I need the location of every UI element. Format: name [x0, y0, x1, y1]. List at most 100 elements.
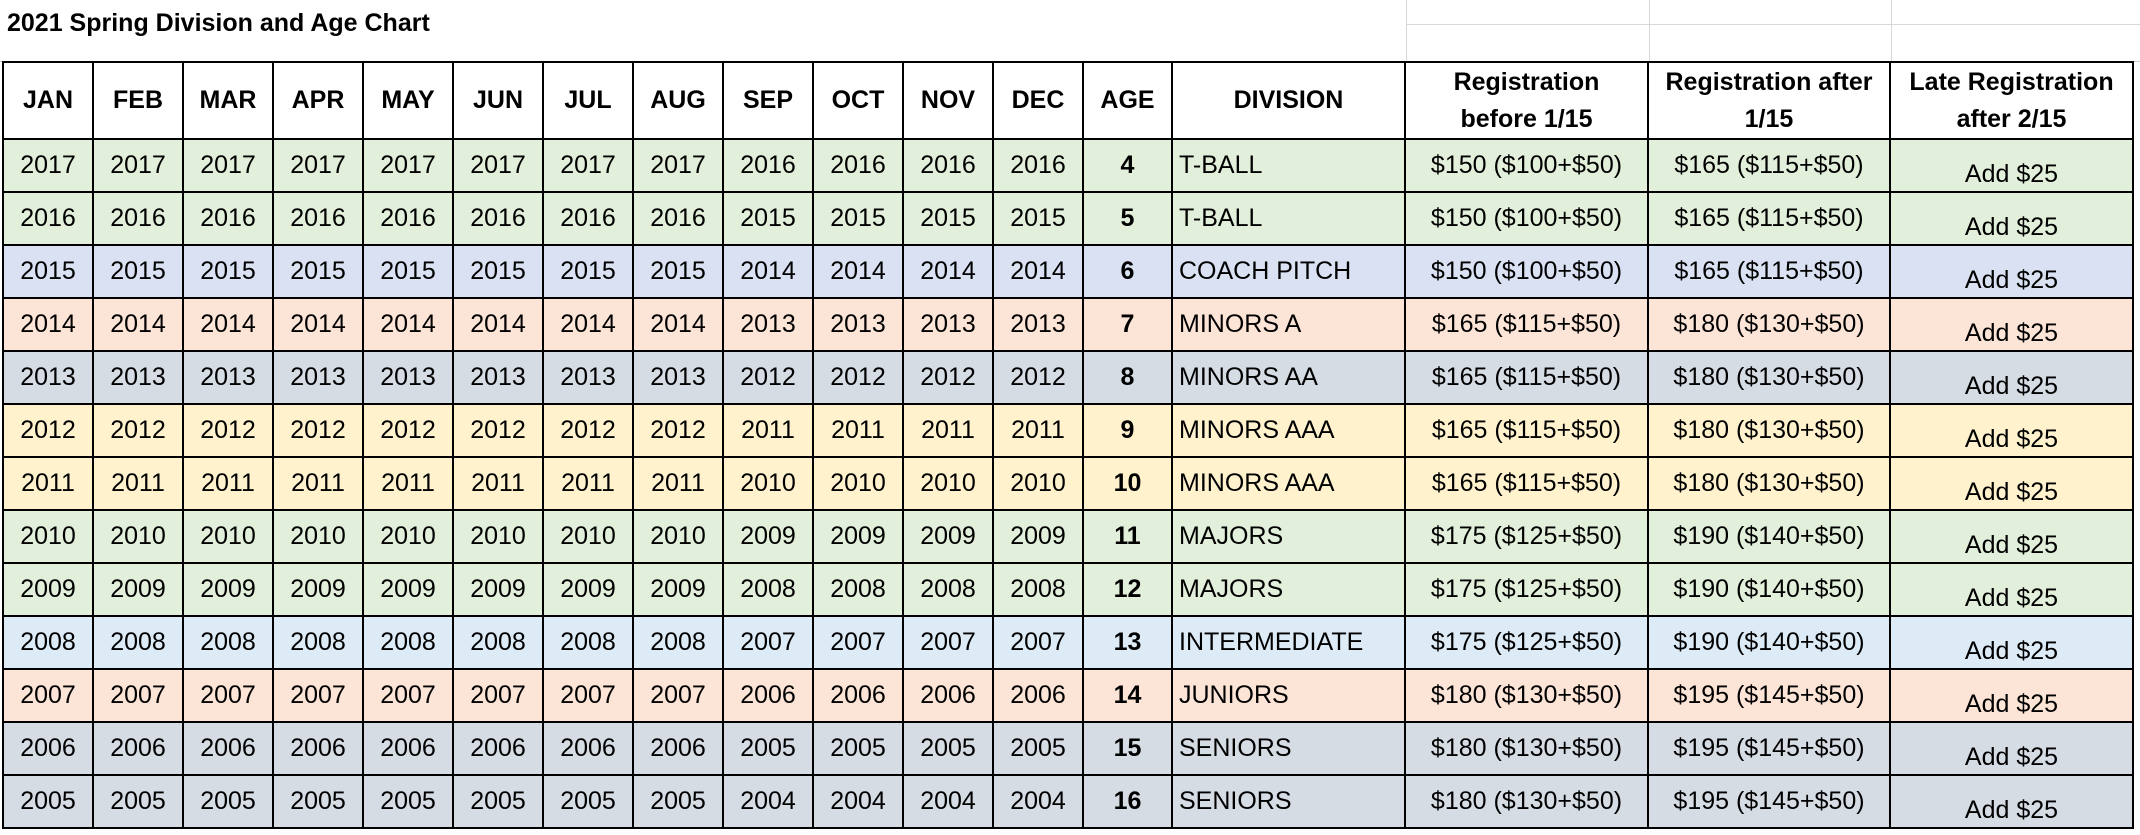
cell-oct-year[interactable]: 2014	[812, 244, 904, 299]
cell-nov-year[interactable]: 2007	[902, 615, 994, 670]
cell-jun-year[interactable]: 2008	[452, 615, 544, 670]
cell-age[interactable]: 10	[1082, 456, 1173, 511]
cell-feb-year[interactable]: 2010	[92, 509, 184, 564]
cell-feb-year[interactable]: 2014	[92, 297, 184, 352]
cell-jul-year[interactable]: 2005	[542, 774, 634, 829]
cell-sep-year[interactable]: 2012	[722, 350, 814, 405]
cell-mar-year[interactable]: 2011	[182, 456, 274, 511]
cell-jun-year[interactable]: 2011	[452, 456, 544, 511]
cell-apr-year[interactable]: 2014	[272, 297, 364, 352]
cell-jan-year[interactable]: 2008	[2, 615, 94, 670]
cell-apr-year[interactable]: 2016	[272, 191, 364, 246]
cell-division[interactable]: COACH PITCH	[1171, 244, 1406, 299]
cell-aug-year[interactable]: 2017	[632, 138, 724, 193]
cell-division[interactable]: MINORS AAA	[1171, 403, 1406, 458]
header-late-registration[interactable]: Late Registration after 2/15	[1889, 61, 2134, 140]
cell-mar-year[interactable]: 2013	[182, 350, 274, 405]
cell-oct-year[interactable]: 2015	[812, 191, 904, 246]
cell-feb-year[interactable]: 2005	[92, 774, 184, 829]
cell-jul-year[interactable]: 2007	[542, 668, 634, 723]
cell-jun-year[interactable]: 2015	[452, 244, 544, 299]
cell-division[interactable]: T-BALL	[1171, 138, 1406, 193]
cell-feb-year[interactable]: 2017	[92, 138, 184, 193]
cell-registration-after[interactable]: $180 ($130+$50)	[1647, 456, 1891, 511]
header-registration-before[interactable]: Registration before 1/15	[1404, 61, 1649, 140]
cell-dec-year[interactable]: 2005	[992, 721, 1084, 776]
cell-jan-year[interactable]: 2009	[2, 562, 94, 617]
cell-dec-year[interactable]: 2011	[992, 403, 1084, 458]
cell-may-year[interactable]: 2010	[362, 509, 454, 564]
cell-registration-before[interactable]: $180 ($130+$50)	[1404, 668, 1649, 723]
cell-registration-after[interactable]: $180 ($130+$50)	[1647, 403, 1891, 458]
cell-late-registration[interactable]: Add $25	[1889, 774, 2134, 829]
cell-apr-year[interactable]: 2010	[272, 509, 364, 564]
cell-jun-year[interactable]: 2016	[452, 191, 544, 246]
cell-late-registration[interactable]: Add $25	[1889, 191, 2134, 246]
cell-jul-year[interactable]: 2008	[542, 615, 634, 670]
cell-mar-year[interactable]: 2006	[182, 721, 274, 776]
cell-aug-year[interactable]: 2012	[632, 403, 724, 458]
cell-registration-before[interactable]: $165 ($115+$50)	[1404, 297, 1649, 352]
cell-oct-year[interactable]: 2007	[812, 615, 904, 670]
cell-age[interactable]: 9	[1082, 403, 1173, 458]
cell-registration-before[interactable]: $165 ($115+$50)	[1404, 456, 1649, 511]
cell-registration-after[interactable]: $190 ($140+$50)	[1647, 615, 1891, 670]
cell-registration-after[interactable]: $195 ($145+$50)	[1647, 774, 1891, 829]
cell-registration-after[interactable]: $165 ($115+$50)	[1647, 138, 1891, 193]
cell-late-registration[interactable]: Add $25	[1889, 456, 2134, 511]
cell-apr-year[interactable]: 2015	[272, 244, 364, 299]
cell-jun-year[interactable]: 2012	[452, 403, 544, 458]
cell-may-year[interactable]: 2012	[362, 403, 454, 458]
cell-mar-year[interactable]: 2016	[182, 191, 274, 246]
cell-aug-year[interactable]: 2015	[632, 244, 724, 299]
cell-age[interactable]: 14	[1082, 668, 1173, 723]
cell-registration-before[interactable]: $165 ($115+$50)	[1404, 350, 1649, 405]
cell-apr-year[interactable]: 2017	[272, 138, 364, 193]
cell-registration-before[interactable]: $175 ($125+$50)	[1404, 615, 1649, 670]
cell-feb-year[interactable]: 2016	[92, 191, 184, 246]
cell-age[interactable]: 11	[1082, 509, 1173, 564]
cell-registration-after[interactable]: $195 ($145+$50)	[1647, 668, 1891, 723]
cell-oct-year[interactable]: 2005	[812, 721, 904, 776]
cell-feb-year[interactable]: 2013	[92, 350, 184, 405]
cell-registration-after[interactable]: $180 ($130+$50)	[1647, 350, 1891, 405]
cell-late-registration[interactable]: Add $25	[1889, 562, 2134, 617]
cell-feb-year[interactable]: 2009	[92, 562, 184, 617]
cell-division[interactable]: T-BALL	[1171, 191, 1406, 246]
cell-jan-year[interactable]: 2006	[2, 721, 94, 776]
cell-mar-year[interactable]: 2015	[182, 244, 274, 299]
header-aug[interactable]: AUG	[632, 61, 724, 140]
cell-mar-year[interactable]: 2008	[182, 615, 274, 670]
cell-jun-year[interactable]: 2013	[452, 350, 544, 405]
cell-dec-year[interactable]: 2009	[992, 509, 1084, 564]
cell-jan-year[interactable]: 2013	[2, 350, 94, 405]
cell-age[interactable]: 12	[1082, 562, 1173, 617]
cell-feb-year[interactable]: 2006	[92, 721, 184, 776]
cell-oct-year[interactable]: 2016	[812, 138, 904, 193]
cell-may-year[interactable]: 2007	[362, 668, 454, 723]
cell-jun-year[interactable]: 2007	[452, 668, 544, 723]
cell-jul-year[interactable]: 2016	[542, 191, 634, 246]
cell-feb-year[interactable]: 2012	[92, 403, 184, 458]
cell-late-registration[interactable]: Add $25	[1889, 350, 2134, 405]
cell-aug-year[interactable]: 2005	[632, 774, 724, 829]
cell-age[interactable]: 5	[1082, 191, 1173, 246]
cell-registration-before[interactable]: $175 ($125+$50)	[1404, 509, 1649, 564]
cell-division[interactable]: MAJORS	[1171, 509, 1406, 564]
cell-aug-year[interactable]: 2010	[632, 509, 724, 564]
cell-oct-year[interactable]: 2010	[812, 456, 904, 511]
cell-oct-year[interactable]: 2012	[812, 350, 904, 405]
cell-sep-year[interactable]: 2004	[722, 774, 814, 829]
cell-mar-year[interactable]: 2007	[182, 668, 274, 723]
cell-dec-year[interactable]: 2014	[992, 244, 1084, 299]
cell-age[interactable]: 15	[1082, 721, 1173, 776]
cell-sep-year[interactable]: 2013	[722, 297, 814, 352]
cell-aug-year[interactable]: 2007	[632, 668, 724, 723]
cell-sep-year[interactable]: 2005	[722, 721, 814, 776]
cell-dec-year[interactable]: 2012	[992, 350, 1084, 405]
cell-nov-year[interactable]: 2011	[902, 403, 994, 458]
cell-aug-year[interactable]: 2011	[632, 456, 724, 511]
cell-sep-year[interactable]: 2006	[722, 668, 814, 723]
cell-may-year[interactable]: 2014	[362, 297, 454, 352]
cell-registration-before[interactable]: $150 ($100+$50)	[1404, 191, 1649, 246]
